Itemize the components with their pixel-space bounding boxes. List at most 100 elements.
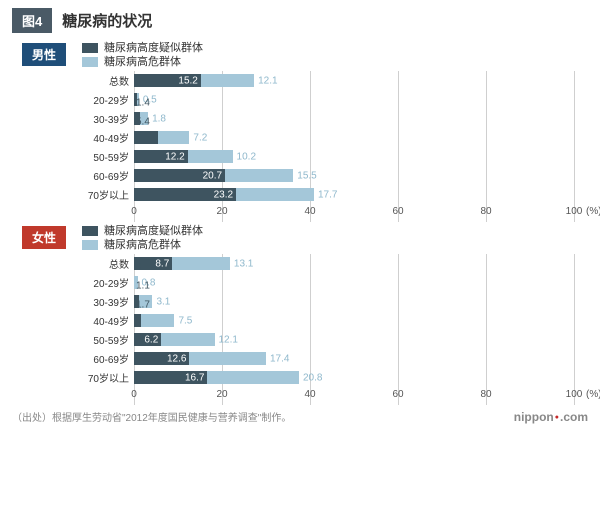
brand-logo: nippon●.com: [514, 410, 588, 424]
legend: 糖尿病高度疑似群体糖尿病高危群体: [82, 41, 203, 69]
value-label-a: 5.4: [136, 117, 150, 128]
source-text: （出处）根据厚生劳动省"2012年度国民健康与营养调查"制作。: [12, 409, 291, 424]
y-axis-label: 70岁以上: [12, 187, 134, 202]
plot-area: 23.217.7: [134, 185, 588, 204]
swatch-b-icon: [82, 57, 98, 67]
bar-series-a: 5.4: [134, 131, 158, 144]
plot-area: 12.617.4: [134, 349, 588, 368]
figure-container: 图4 糖尿病的状况 男性糖尿病高度疑似群体糖尿病高危群体总数15.212.120…: [0, 0, 600, 430]
x-tick: 80: [480, 206, 491, 217]
plot-area: 12.210.2: [134, 147, 588, 166]
value-label-b: 7.2: [193, 132, 207, 143]
y-axis-label: 40-49岁: [12, 130, 134, 145]
value-label-b: 17.7: [318, 189, 337, 200]
bar-series-b: 13.1: [172, 257, 230, 270]
bar-series-b: 7.2: [158, 131, 190, 144]
bar-row: 30-39岁1.41.8: [12, 109, 588, 128]
bar-row: 30-39岁1.13.1: [12, 292, 588, 311]
x-axis: 020406080100(%): [12, 204, 588, 222]
chart-female: 总数8.713.120-29岁00.830-39岁1.13.140-49岁1.7…: [12, 254, 588, 405]
y-axis-label: 50-59岁: [12, 149, 134, 164]
swatch-a-icon: [82, 226, 98, 236]
value-label-a: 15.2: [178, 75, 197, 86]
y-axis-label: 20-29岁: [12, 92, 134, 107]
bar-series-a: 12.2: [134, 150, 188, 163]
legend-label-b: 糖尿病高危群体: [104, 238, 181, 252]
value-label-b: 12.1: [219, 334, 238, 345]
section-head: 男性糖尿病高度疑似群体糖尿病高危群体: [12, 41, 588, 69]
value-label-a: 1.7: [136, 300, 150, 311]
brand-suffix: .com: [560, 410, 588, 424]
gender-badge-female: 女性: [22, 226, 66, 249]
bar-series-b: 17.7: [236, 188, 314, 201]
y-axis-label: 20-29岁: [12, 275, 134, 290]
y-axis-label: 30-39岁: [12, 111, 134, 126]
bar-row: 20-29岁00.8: [12, 273, 588, 292]
brand-name: nippon: [514, 410, 554, 424]
chart-male: 总数15.212.120-29岁0.60.530-39岁1.41.840-49岁…: [12, 71, 588, 222]
figure-badge: 图4: [12, 8, 52, 33]
x-tick: 60: [392, 389, 403, 400]
y-axis-label: 总数: [12, 256, 134, 271]
value-label-b: 13.1: [234, 258, 253, 269]
bar-series-b: 12.1: [201, 74, 254, 87]
value-label-a: 12.6: [167, 353, 186, 364]
bar-series-b: 17.4: [189, 352, 266, 365]
x-tick: 0: [131, 389, 137, 400]
plot-area: 5.47.2: [134, 128, 588, 147]
bar-row: 20-29岁0.60.5: [12, 90, 588, 109]
y-axis-label: 60-69岁: [12, 351, 134, 366]
value-label-a: 6.2: [144, 334, 158, 345]
value-label-a: 20.7: [203, 170, 222, 181]
x-tick: 0: [131, 206, 137, 217]
bar-series-b: 15.5: [225, 169, 293, 182]
bar-row: 70岁以上16.720.8: [12, 368, 588, 387]
bar-series-b: 20.8: [207, 371, 299, 384]
plot-area: 15.2 12.1: [134, 71, 588, 90]
swatch-a-icon: [82, 43, 98, 53]
bar-series-b: 10.2: [188, 150, 233, 163]
legend-label-b: 糖尿病高危群体: [104, 55, 181, 69]
gender-badge-male: 男性: [22, 43, 66, 66]
section-male: 男性糖尿病高度疑似群体糖尿病高危群体总数15.212.120-29岁0.60.5…: [12, 41, 588, 222]
value-label-b: 3.1: [156, 296, 170, 307]
bar-row: 70岁以上23.217.7: [12, 185, 588, 204]
value-label-b: 7.5: [178, 315, 192, 326]
bar-series-a: 23.2: [134, 188, 236, 201]
bar-row: 60-69岁20.715.5: [12, 166, 588, 185]
x-tick: 100: [566, 389, 583, 400]
value-label-a: 8.7: [155, 258, 169, 269]
bar-series-b: 12.1: [161, 333, 214, 346]
x-tick: 100: [566, 206, 583, 217]
bar-row: 总数8.713.1: [12, 254, 588, 273]
legend-item-b: 糖尿病高危群体: [82, 238, 203, 252]
figure-title: 糖尿病的状况: [62, 10, 152, 31]
plot-area: 16.720.8: [134, 368, 588, 387]
value-label-b: 20.8: [303, 372, 322, 383]
value-label-b: 10.2: [237, 151, 256, 162]
x-axis-unit: (%): [586, 206, 600, 217]
bar-row: 50-59岁12.210.2: [12, 147, 588, 166]
legend-item-b: 糖尿病高危群体: [82, 55, 203, 69]
y-axis-label: 50-59岁: [12, 332, 134, 347]
bar-series-a: 16.7: [134, 371, 207, 384]
value-label-b: 1.8: [152, 113, 166, 124]
figure-header: 图4 糖尿病的状况: [12, 8, 588, 33]
legend-label-a: 糖尿病高度疑似群体: [104, 41, 203, 55]
plot-area: 20.715.5: [134, 166, 588, 185]
plot-area: 1.41.8: [134, 109, 588, 128]
value-label-b: 15.5: [297, 170, 316, 181]
bar-row: 60-69岁12.617.4: [12, 349, 588, 368]
value-label-a: 16.7: [185, 372, 204, 383]
value-label-b: 12.1: [258, 75, 277, 86]
x-tick: 60: [392, 206, 403, 217]
value-label-a: 23.2: [214, 189, 233, 200]
value-label-b: 17.4: [270, 353, 289, 364]
brand-dot-icon: ●: [555, 414, 559, 421]
value-label-a: 1.1: [136, 281, 150, 292]
legend-label-a: 糖尿病高度疑似群体: [104, 224, 203, 238]
x-tick: 20: [216, 389, 227, 400]
x-tick: 40: [304, 389, 315, 400]
y-axis-label: 40-49岁: [12, 313, 134, 328]
plot-area: 00.8: [134, 273, 588, 292]
